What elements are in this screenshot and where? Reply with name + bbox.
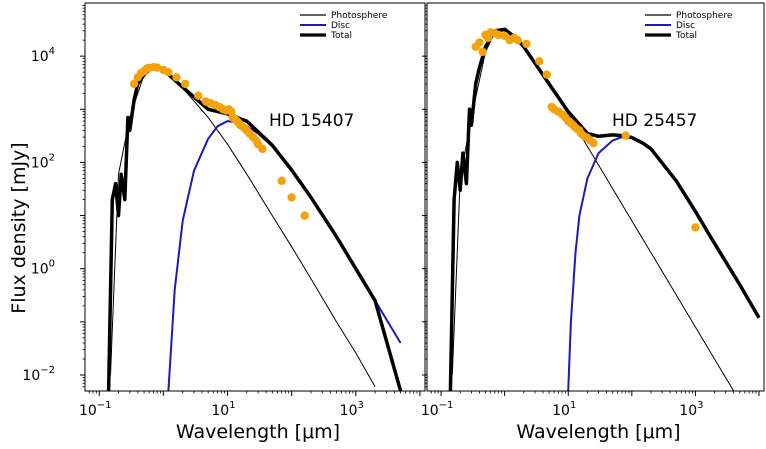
x-tick-label: 103 xyxy=(679,400,703,419)
plot-area xyxy=(448,27,761,391)
panel-hd-15407: 10−1 101 103 10−2 100 102 104 Wavelength [μm] HD… xyxy=(22,2,426,443)
observation-point xyxy=(542,70,551,79)
series-photosphere-line xyxy=(451,30,735,391)
observation-point xyxy=(535,57,544,66)
legend-label: Photosphere xyxy=(331,11,388,21)
observation-point xyxy=(258,144,267,154)
y-tick-label: 100 xyxy=(31,259,55,278)
x-tick-label: 101 xyxy=(552,400,576,419)
observation-point xyxy=(475,38,484,47)
series-disc-line xyxy=(567,136,760,391)
observation-point xyxy=(589,139,598,148)
legend-label: Disc xyxy=(676,21,695,31)
observation-point xyxy=(181,79,190,89)
observation-point xyxy=(194,91,203,100)
x-axis-label: Wavelength [μm] xyxy=(516,421,680,443)
legend-label: Photosphere xyxy=(676,11,733,21)
observation-point xyxy=(691,223,700,232)
plot-area xyxy=(106,62,403,391)
axes-frame xyxy=(84,2,426,392)
x-tick-label: 103 xyxy=(340,400,364,419)
legend-label: Total xyxy=(675,31,697,41)
series-photosphere-line xyxy=(110,65,376,388)
x-tick-label: 10−1 xyxy=(79,400,112,419)
series-total-line xyxy=(448,27,761,391)
y-axis-label: Flux density [mJy] xyxy=(8,142,30,313)
star-name-label: HD 25457 xyxy=(612,111,697,131)
observation-point xyxy=(522,39,531,49)
axes-frame xyxy=(426,2,765,392)
star-name-label: HD 15407 xyxy=(269,111,354,131)
y-tick-label: 10−2 xyxy=(22,365,55,384)
observation-point xyxy=(621,131,630,140)
observation-point xyxy=(172,73,181,82)
panel-hd-25457: 10−1 101 103 Wavelength [μm] HD 25457 Photosp… xyxy=(421,2,765,443)
observation-point xyxy=(494,30,503,40)
observation-point xyxy=(513,35,522,45)
observation-point xyxy=(164,67,173,77)
y-tick-label: 104 xyxy=(31,46,55,65)
observation-point xyxy=(300,211,309,220)
x-axis-label: Wavelength [μm] xyxy=(176,421,340,443)
observation-point xyxy=(129,79,139,89)
legend-label: Disc xyxy=(331,21,350,31)
legend-label: Total xyxy=(330,31,352,41)
x-tick-label: 101 xyxy=(211,400,235,419)
observation-point xyxy=(287,193,296,202)
observation-point xyxy=(478,47,487,57)
series-total-line xyxy=(106,64,403,391)
x-tick-label: 10−1 xyxy=(421,400,454,419)
y-tick-label: 102 xyxy=(31,152,55,171)
observation-point xyxy=(277,176,286,186)
